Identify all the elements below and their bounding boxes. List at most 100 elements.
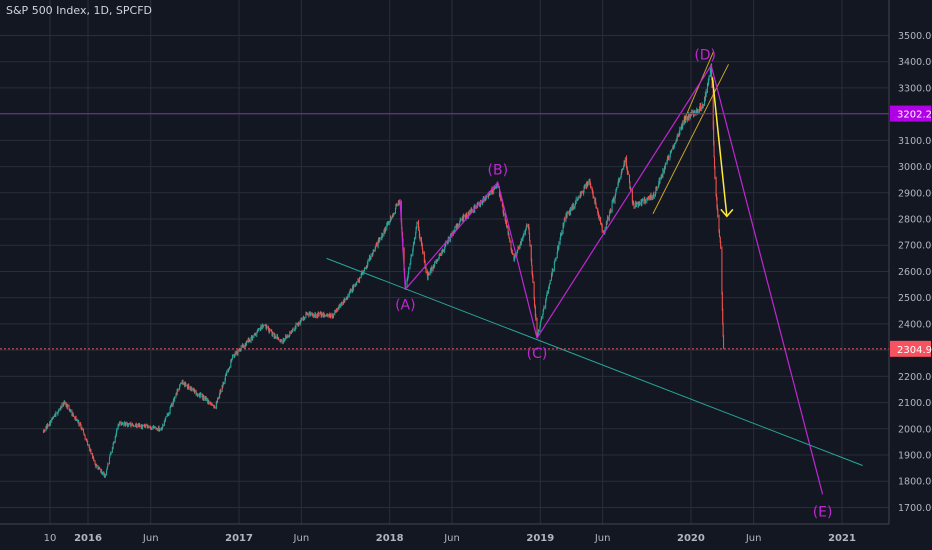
candle-body xyxy=(708,80,710,82)
candle-body xyxy=(718,216,720,231)
candle-body xyxy=(338,305,340,307)
candle-body xyxy=(610,210,612,212)
candle-body xyxy=(60,406,62,410)
y-axis-panel xyxy=(889,0,932,550)
candle-body xyxy=(431,267,433,271)
candle-body xyxy=(694,111,696,114)
candle-body xyxy=(679,128,681,129)
candle-body xyxy=(385,228,386,231)
candle-body xyxy=(121,424,122,426)
candle-body xyxy=(639,203,641,205)
candle-body xyxy=(429,272,431,275)
candle-body xyxy=(615,190,617,194)
candle-body xyxy=(496,185,497,187)
candle-body xyxy=(116,429,118,432)
candle-body xyxy=(671,149,672,152)
candle-body xyxy=(185,385,187,387)
candle-body xyxy=(653,196,655,197)
candle-body xyxy=(217,398,218,402)
candle-body xyxy=(719,230,720,237)
candle-body xyxy=(598,217,600,219)
candle-body xyxy=(682,122,684,124)
candle-body xyxy=(92,456,94,459)
candle-body xyxy=(162,424,164,426)
candle-body xyxy=(711,66,712,79)
candle-body xyxy=(459,223,460,225)
y-tick-label: 3100.00 xyxy=(898,136,932,147)
chart-title: S&P 500 Index, 1D, SPCFD xyxy=(6,4,153,17)
candle-body xyxy=(551,270,553,276)
candle-body xyxy=(51,418,53,422)
candle-body xyxy=(207,399,209,403)
candle-body xyxy=(421,245,423,249)
candle-body xyxy=(308,313,310,316)
candle-body xyxy=(341,302,343,304)
candle-body xyxy=(570,209,571,213)
candle-body xyxy=(211,403,213,406)
wave-label-c: (C) xyxy=(527,346,548,362)
candle-body xyxy=(223,383,225,385)
candle-body xyxy=(393,213,395,215)
candle-body xyxy=(520,238,522,245)
candle-body xyxy=(538,330,540,332)
candle-body xyxy=(194,390,196,393)
candle-body xyxy=(508,233,510,238)
candle-body xyxy=(552,269,554,271)
candle-body xyxy=(554,260,556,263)
candle-body xyxy=(424,262,426,267)
candle-body xyxy=(55,412,57,414)
candle-body xyxy=(203,395,204,400)
candle-body xyxy=(645,200,646,203)
candle-body xyxy=(662,170,664,176)
candle-body xyxy=(459,220,461,224)
candle-body xyxy=(652,196,654,199)
candle-body xyxy=(292,328,294,331)
candle-body xyxy=(659,177,661,183)
x-tick-label: Jun xyxy=(594,533,611,544)
candle-body xyxy=(70,410,72,412)
candle-body xyxy=(714,157,715,169)
candle-body xyxy=(406,280,408,288)
candle-body xyxy=(61,404,63,408)
candle-body xyxy=(583,192,585,194)
y-tick-label: 2700.00 xyxy=(898,241,932,252)
candle-body xyxy=(139,424,141,427)
candle-body xyxy=(125,423,126,426)
candle-body xyxy=(531,265,533,273)
candle-body xyxy=(542,314,544,318)
candle-body xyxy=(440,255,441,256)
candle-body xyxy=(326,314,328,316)
price-tag-bg xyxy=(890,340,931,357)
candle-body xyxy=(180,382,181,385)
candle-body xyxy=(650,196,652,199)
candle-body xyxy=(517,249,519,252)
candle-body xyxy=(106,470,107,476)
x-tick-label: Jun xyxy=(293,533,310,544)
candle-body xyxy=(492,189,493,192)
candle-body xyxy=(210,401,211,405)
candle-body xyxy=(558,243,560,248)
candle-body xyxy=(432,266,434,271)
candle-body xyxy=(589,181,591,184)
candle-body xyxy=(608,215,610,220)
candle-body xyxy=(88,445,90,448)
candle-body xyxy=(154,427,155,429)
candle-body xyxy=(80,424,82,428)
candle-body xyxy=(222,382,224,388)
candle-body xyxy=(578,197,580,199)
candle-body xyxy=(611,202,613,211)
candle-body xyxy=(81,427,83,429)
candle-body xyxy=(333,314,334,318)
candle-body xyxy=(388,222,389,224)
candle-body xyxy=(76,420,77,421)
candle-body xyxy=(221,386,223,392)
candle-body xyxy=(279,339,281,342)
candle-body xyxy=(507,225,509,234)
y-tick-label: 2400.00 xyxy=(898,319,932,330)
candle-body xyxy=(468,212,470,213)
candle-body xyxy=(616,187,618,190)
candle-body xyxy=(64,401,66,404)
candle-body xyxy=(390,217,392,219)
